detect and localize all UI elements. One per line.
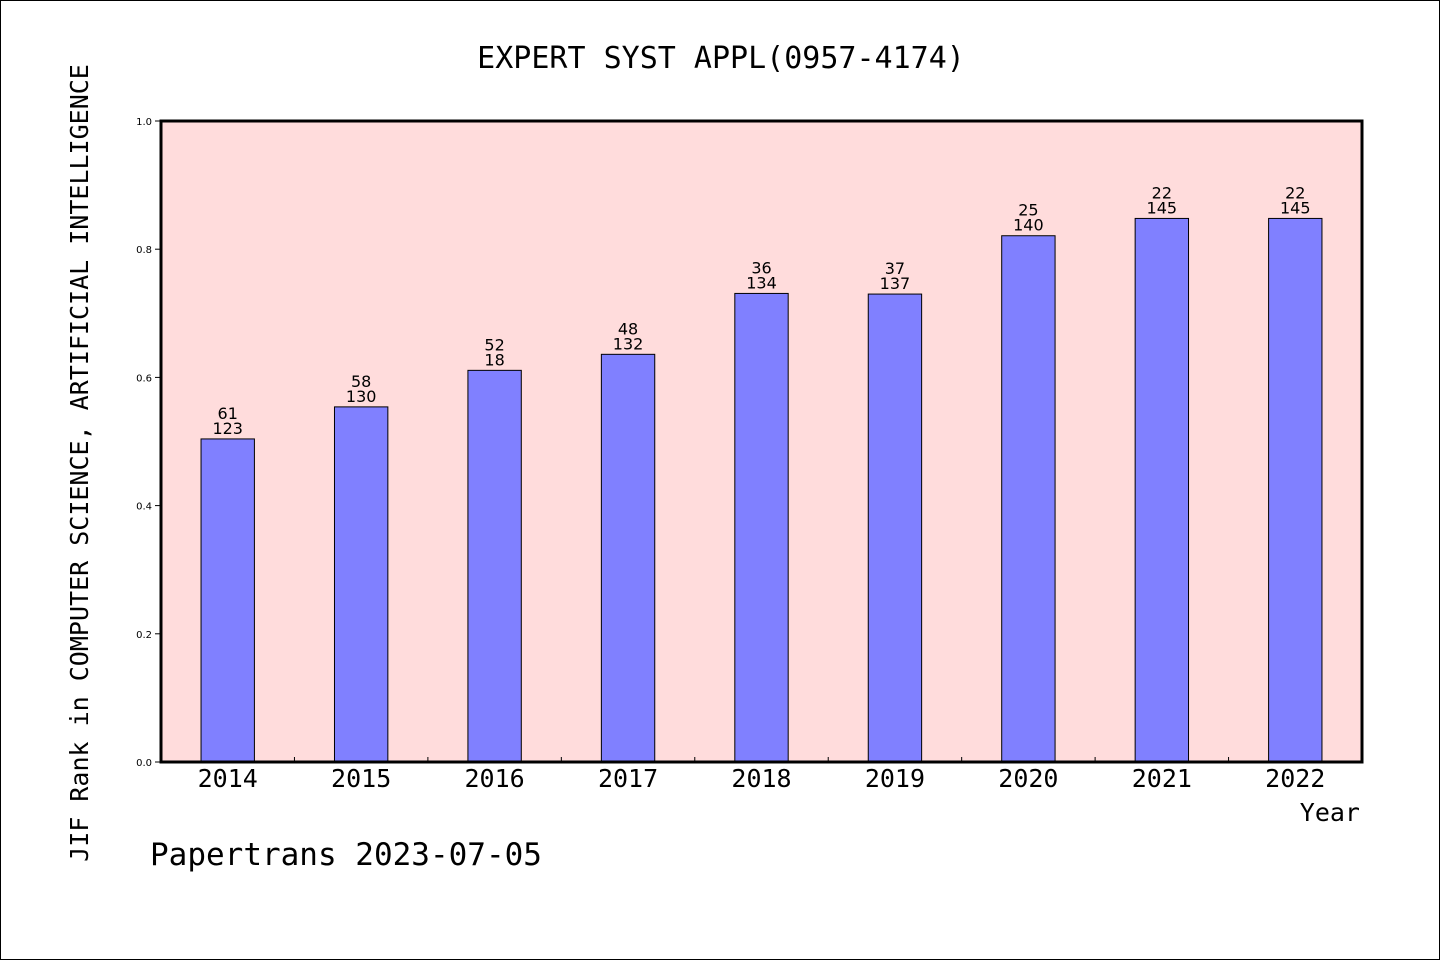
y-tick-label-1.0: 1.0 [136,117,152,128]
data-label-top-2018: 36 [751,258,771,277]
x-tick-label-2020: 2020 [998,764,1058,793]
data-label-bottom-2017: 132 [613,334,644,353]
data-label-bottom-2019: 137 [880,274,911,293]
y-tick-label-0.2: 0.2 [136,630,152,641]
data-label-top-2019: 37 [885,259,905,278]
data-label-bottom-2018: 134 [746,273,777,292]
y-axis-label: JIF Rank in COMPUTER SCIENCE, ARTIFICIAL… [65,64,94,862]
x-axis-label: Year [1300,798,1360,827]
data-label-bottom-2016: 18 [484,350,504,369]
y-tick-label-0.4: 0.4 [136,502,152,513]
data-label-bottom-2022: 145 [1280,198,1311,217]
chart-title: EXPERT SYST APPL(0957-4174) [477,41,965,76]
data-label-top-2016: 52 [484,335,504,354]
bar-2017 [600,353,656,763]
y-tick-label-0.6: 0.6 [136,373,152,384]
y-tick-label-0.8: 0.8 [136,245,152,256]
data-label-bottom-2014: 123 [212,419,243,438]
x-tick-label-2014: 2014 [198,764,258,793]
x-tick-label-2017: 2017 [598,764,658,793]
x-tick-label-2015: 2015 [331,764,391,793]
bar-2018 [734,292,789,763]
x-tick-label-2018: 2018 [731,764,791,793]
x-tick-label-2022: 2022 [1265,764,1325,793]
x-tick-label-2019: 2019 [865,764,925,793]
data-label-top-2017: 48 [618,319,638,338]
data-label-top-2020: 25 [1018,201,1038,220]
data-label-top-2021: 22 [1152,183,1172,202]
y-tick-label-0.0: 0.0 [136,758,152,769]
data-label-bottom-2015: 130 [346,387,377,406]
data-label-top-2014: 61 [218,404,238,423]
bar-2016 [467,369,522,763]
bar-2015 [333,406,389,763]
x-tick-label-2021: 2021 [1132,764,1192,793]
bar-2021 [1134,217,1190,763]
data-label-bottom-2021: 145 [1147,198,1178,217]
data-label-top-2022: 22 [1285,183,1305,202]
bar-2014 [200,438,255,763]
x-tick-label-2016: 2016 [465,764,525,793]
bar-2022 [1268,217,1323,763]
bar-2019 [867,293,923,763]
plot-frame [159,119,1364,764]
footer-text: Papertrans 2023-07-05 [150,837,542,873]
data-label-bottom-2020: 140 [1013,216,1044,235]
bar-2020 [1001,235,1056,763]
data-label-top-2015: 58 [351,372,371,391]
